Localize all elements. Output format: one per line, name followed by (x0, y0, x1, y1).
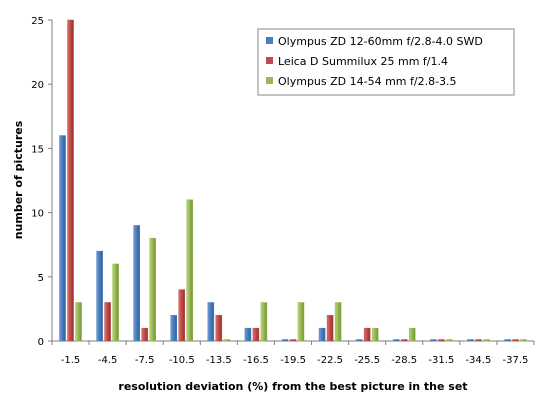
bar-series-1-cat-3 (178, 289, 186, 342)
bar-series-2-cat-3 (186, 199, 194, 342)
bar-series-0-cat-9 (392, 339, 400, 342)
x-tick-label: -7.5 (135, 355, 155, 366)
bar-series-1-cat-12 (512, 339, 519, 342)
x-tick-label: -31.5 (428, 355, 454, 366)
legend-box (257, 28, 515, 96)
bar-series-0-cat-0 (59, 135, 66, 342)
bar-series-2-cat-11 (483, 339, 490, 342)
bars-group (59, 19, 527, 342)
bar-series-2-cat-12 (520, 339, 527, 342)
legend-label-olympus-12-60: Olympus ZD 12-60mm f/2.8-4.0 SWD (278, 35, 483, 48)
bar-series-1-cat-7 (326, 315, 334, 342)
x-tick-label: -13.5 (206, 355, 232, 366)
y-axis-title: number of pictures (12, 120, 25, 239)
legend-label-leica-25: Leica D Summilux 25 mm f/1.4 (278, 55, 448, 68)
bar-series-2-cat-0 (75, 302, 82, 342)
bar-series-2-cat-9 (408, 327, 416, 342)
bar-series-0-cat-11 (467, 339, 474, 342)
bar-series-0-cat-7 (318, 327, 326, 342)
y-tick-label: 5 (38, 273, 44, 284)
bar-series-0-cat-4 (207, 302, 215, 342)
y-tick-label: 10 (31, 209, 44, 220)
bar-series-1-cat-5 (252, 327, 260, 342)
bar-series-0-cat-8 (355, 339, 363, 342)
bar-series-2-cat-1 (112, 263, 119, 342)
x-axis-title: resolution deviation (%) from the best p… (118, 380, 467, 393)
y-tick-label: 25 (31, 16, 44, 27)
legend-swatch-olympus-14-54 (266, 77, 273, 84)
bar-series-2-cat-8 (371, 327, 379, 342)
bar-series-1-cat-1 (104, 302, 111, 342)
bar-series-0-cat-2 (133, 225, 140, 342)
legend-swatch-olympus-12-60 (266, 37, 273, 44)
bar-series-1-cat-9 (400, 339, 408, 342)
bar-series-1-cat-10 (438, 339, 445, 342)
bar-series-2-cat-2 (149, 238, 156, 342)
bar-series-0-cat-6 (281, 339, 289, 342)
x-tick-label: -34.5 (465, 355, 491, 366)
x-tick-label: -22.5 (317, 355, 343, 366)
x-tick-label: -37.5 (503, 355, 529, 366)
y-tick-label: 20 (31, 80, 44, 91)
bar-series-1-cat-2 (141, 327, 148, 342)
bar-series-1-cat-4 (215, 315, 223, 342)
x-tick-label: -16.5 (243, 355, 269, 366)
bar-series-1-cat-0 (67, 19, 74, 342)
bar-series-1-cat-6 (289, 339, 297, 342)
bar-series-1-cat-11 (475, 339, 482, 342)
bar-series-2-cat-4 (223, 339, 231, 342)
bar-series-2-cat-10 (446, 339, 453, 342)
y-tick-label: 0 (38, 337, 44, 348)
bar-series-0-cat-3 (170, 315, 178, 342)
bar-series-2-cat-5 (260, 302, 268, 342)
x-tick-label: -19.5 (280, 355, 306, 366)
y-axis-ticks: 0 5 10 15 20 25 (31, 16, 52, 348)
legend: Olympus ZD 12-60mm f/2.8-4.0 SWD Leica D… (257, 28, 515, 96)
x-tick-label: -4.5 (98, 355, 118, 366)
bar-series-0-cat-12 (504, 339, 511, 342)
x-tick-label: -1.5 (61, 355, 81, 366)
bar-series-2-cat-6 (297, 302, 305, 342)
legend-label-olympus-14-54: Olympus ZD 14-54 mm f/2.8-3.5 (278, 75, 457, 88)
x-tick-label: -10.5 (169, 355, 195, 366)
bar-series-0-cat-5 (244, 327, 252, 342)
x-axis-ticks: -1.5 -4.5 -7.5 -10.5 -13.5 -16.5 -19.5 -22.5 -25… (51, 341, 535, 366)
bar-series-0-cat-1 (96, 250, 103, 342)
y-tick-label: 15 (31, 144, 44, 155)
bar-series-0-cat-10 (430, 339, 437, 342)
x-tick-label: -28.5 (391, 355, 417, 366)
x-tick-label: -25.5 (354, 355, 380, 366)
legend-swatch-leica-25 (266, 57, 273, 64)
bar-series-2-cat-7 (334, 302, 342, 342)
bar-series-1-cat-8 (363, 327, 371, 342)
